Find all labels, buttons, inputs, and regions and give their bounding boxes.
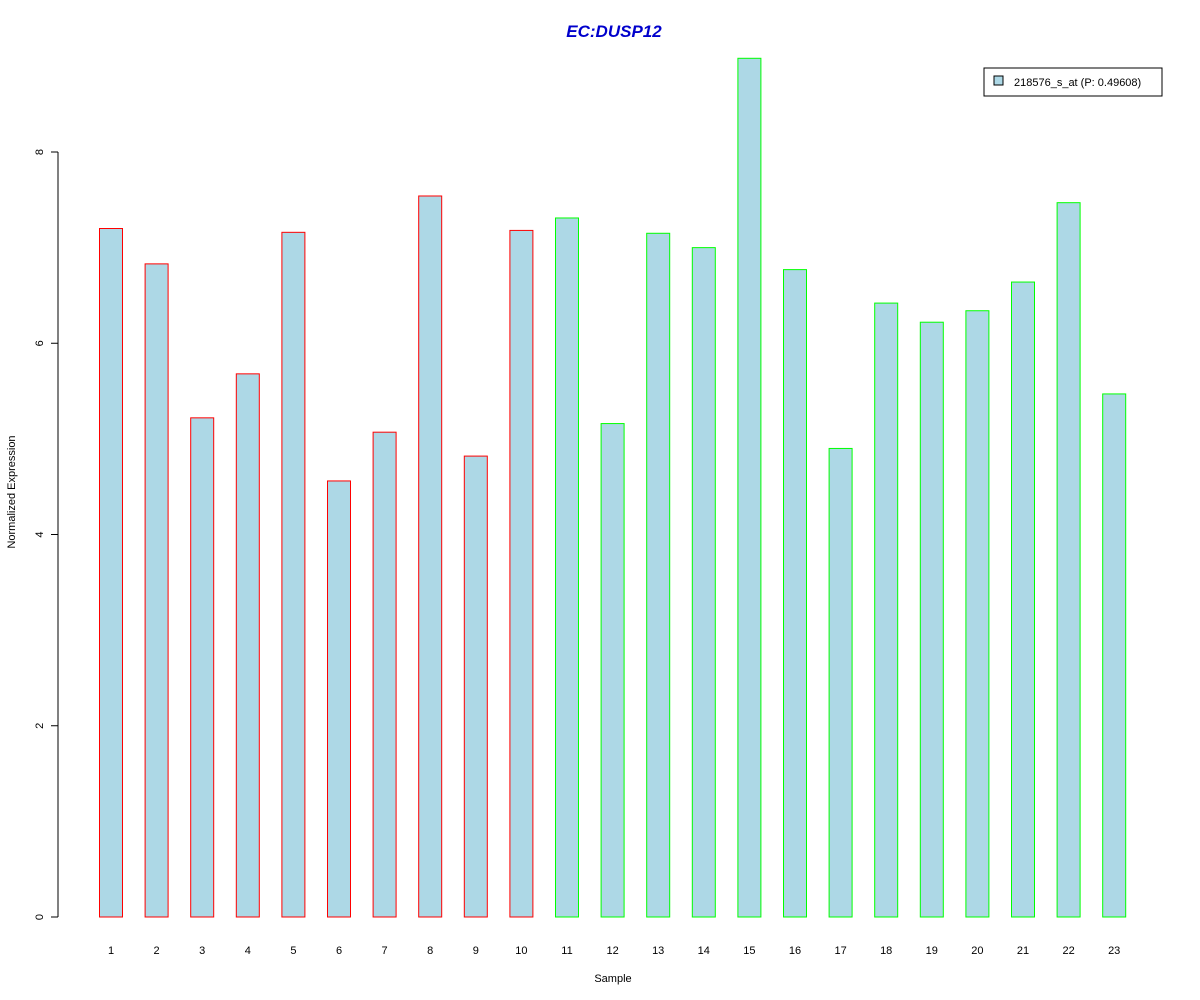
x-tick-label: 23	[1108, 945, 1120, 957]
legend: 218576_s_at (P: 0.49608)	[983, 67, 1163, 97]
x-tick-label: 11	[561, 945, 572, 957]
x-tick-label: 13	[652, 945, 664, 957]
y-axis-label: Normalized Expression	[6, 435, 18, 548]
x-tick-label: 6	[336, 945, 342, 957]
x-tick-label: 1	[108, 945, 114, 957]
y-axis: 0 2 4 6 8	[34, 149, 59, 920]
bar-sample-13	[646, 232, 671, 918]
x-tick-label: 18	[880, 945, 892, 957]
bars-group	[99, 57, 1127, 918]
x-tick-label: 14	[698, 945, 710, 957]
bar-sample-23	[1102, 393, 1127, 918]
bar-sample-21	[1011, 281, 1035, 918]
bar-sample-2	[144, 263, 169, 918]
bar-sample-16	[783, 269, 807, 918]
y-tick-label: 6	[34, 340, 46, 346]
bar-sample-8	[418, 195, 443, 918]
x-axis-label: Sample	[594, 973, 631, 985]
x-tick-label: 17	[834, 945, 846, 957]
bar-sample-1	[99, 228, 123, 918]
y-tick-label: 8	[34, 149, 46, 155]
bar-sample-3	[190, 417, 215, 918]
legend-label: 218576_s_at (P: 0.49608)	[1014, 77, 1141, 89]
bar-sample-17	[828, 447, 853, 918]
x-tick-label: 15	[743, 945, 755, 957]
x-tick-label: 12	[606, 945, 618, 957]
x-tick-label: 5	[290, 945, 296, 957]
bar-sample-20	[965, 310, 990, 918]
bar-sample-18	[874, 302, 899, 918]
x-tick-label: 10	[515, 945, 527, 957]
legend-swatch	[993, 75, 1004, 86]
bar-sample-7	[372, 431, 397, 918]
x-tick-label: 2	[154, 945, 160, 957]
chart-title: EC:DUSP12	[566, 22, 662, 41]
bar-sample-4	[235, 373, 260, 918]
bar-sample-10	[509, 229, 534, 918]
bar-sample-9	[463, 455, 488, 918]
x-tick-label: 7	[382, 945, 388, 957]
bar-sample-11	[555, 217, 579, 918]
y-tick-label: 0	[34, 914, 46, 920]
bar-sample-14	[691, 247, 716, 918]
bar-sample-5	[281, 231, 306, 918]
y-tick-label: 2	[34, 723, 46, 729]
x-tick-label: 20	[971, 945, 983, 957]
y-tick-label: 4	[34, 531, 46, 537]
x-tick-label: 3	[199, 945, 205, 957]
bar-sample-6	[327, 480, 351, 918]
x-tick-label: 9	[473, 945, 479, 957]
x-tick-labels: 1 2 3 4 5 6 7 8 9 10 11 12 13 14 15 16 17 18 19 20 21 22 23	[108, 945, 1120, 957]
bar-sample-15	[737, 57, 762, 918]
x-tick-label: 21	[1017, 945, 1029, 957]
bar-sample-19	[919, 321, 944, 918]
x-tick-label: 16	[789, 945, 801, 957]
bar-sample-12	[600, 423, 625, 918]
x-tick-label: 8	[427, 945, 433, 957]
x-tick-label: 19	[926, 945, 938, 957]
x-tick-label: 22	[1062, 945, 1074, 957]
bar-sample-22	[1056, 202, 1081, 918]
x-tick-label: 4	[245, 945, 251, 957]
legend-box	[983, 67, 1163, 97]
